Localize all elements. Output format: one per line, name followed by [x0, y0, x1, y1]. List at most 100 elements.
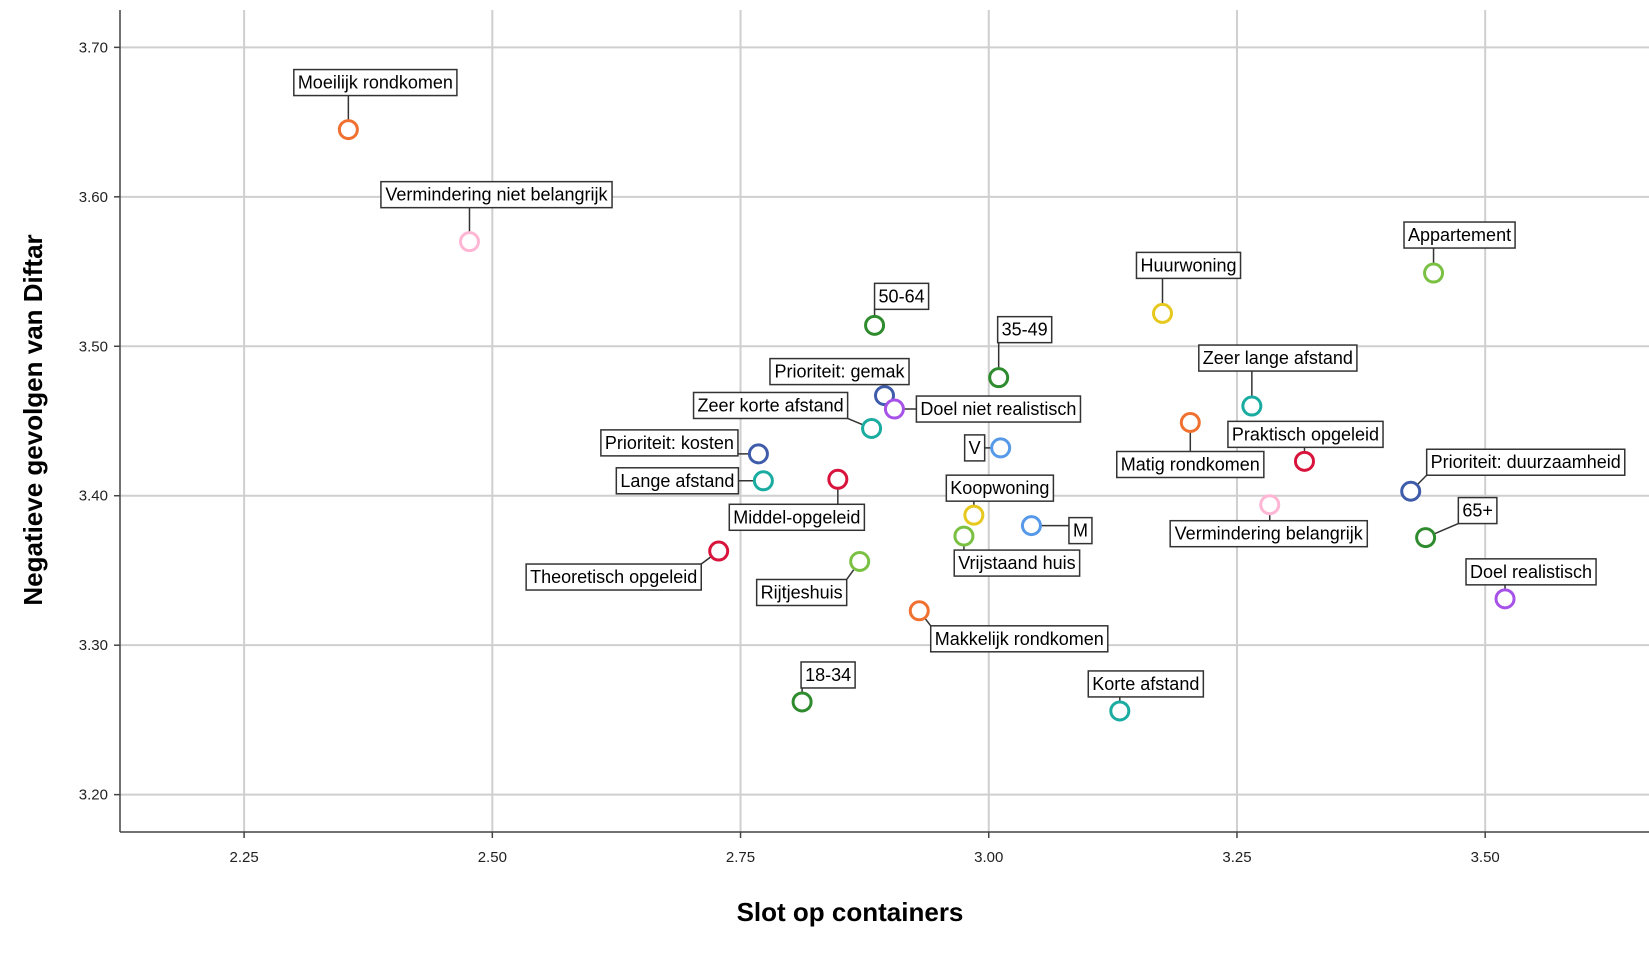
x-tick-label: 2.50: [478, 849, 507, 866]
x-axis-title: Slot op containers: [737, 897, 964, 927]
point-label: Prioriteit: duurzaamheid: [1431, 452, 1621, 472]
point-label-box: [1457, 496, 1498, 525]
scatter-point: [1423, 262, 1445, 284]
point-label-box: [1087, 670, 1205, 698]
scatter-point: [1241, 395, 1263, 417]
point-labels: Moeilijk rondkomen Vermindering niet bela…: [293, 68, 1626, 698]
tick-labels: 2.25 2.50 2.75 3.00 3.25 3.50 3.20 3.30 3.40 3.50…: [79, 39, 1500, 866]
point-label: Makkelijk rondkomen: [935, 629, 1104, 649]
grid: [120, 10, 1649, 832]
point-label-box: [1465, 558, 1597, 586]
point-label-box: [915, 395, 1082, 423]
point-label-box: [1198, 344, 1358, 372]
scatter-point: [864, 314, 886, 336]
point-label: Lange afstand: [620, 471, 734, 491]
point-label: Praktisch opgeleid: [1232, 424, 1379, 444]
scatter-point: [337, 119, 359, 141]
scatter-point: [988, 367, 1010, 389]
point-label-box: [600, 429, 739, 457]
point-label-box: [929, 625, 1109, 653]
point-label-box: [1116, 450, 1265, 479]
y-tick-label: 3.40: [79, 488, 108, 505]
point-label-box: [1068, 516, 1093, 545]
scatter-point: [861, 417, 883, 439]
point-label: V: [969, 438, 981, 458]
point-label: Prioriteit: gemak: [774, 362, 905, 382]
y-axis-title: Negatieve gevolgen van Diftar: [18, 234, 48, 605]
scatter-point: [1109, 700, 1131, 722]
point-label-box: [1227, 420, 1384, 449]
scatter-point: [708, 540, 730, 562]
point-label: Zeer korte afstand: [698, 395, 844, 415]
scatter-point: [827, 468, 849, 490]
point-label-box: [945, 474, 1055, 502]
x-tick-label: 2.75: [726, 849, 755, 866]
point-label-box: [525, 563, 702, 591]
point-label: Zeer lange afstand: [1203, 348, 1353, 368]
point-label: Huurwoning: [1140, 255, 1236, 275]
point-label: Korte afstand: [1092, 674, 1199, 694]
scatter-point: [458, 231, 480, 253]
point-label-box: [996, 315, 1053, 344]
point-label: Vermindering niet belangrijk: [385, 185, 608, 205]
scatter-point: [1415, 527, 1437, 549]
point-label-box: [293, 68, 458, 97]
point-label-box: [769, 357, 910, 386]
point-label: Middel-opgeleid: [733, 507, 860, 527]
x-tick-label: 3.00: [974, 849, 1003, 866]
point-label: Matig rondkomen: [1121, 454, 1260, 474]
y-tick-label: 3.70: [79, 39, 108, 56]
point-label: Moeilijk rondkomen: [298, 73, 453, 93]
point-label-box: [728, 503, 866, 532]
x-tick-label: 2.25: [230, 849, 259, 866]
point-label: 65+: [1462, 501, 1493, 521]
x-tick-label: 3.50: [1471, 849, 1500, 866]
data-points: [337, 119, 1516, 722]
axes: [114, 10, 1649, 838]
point-label-box: [755, 578, 848, 607]
point-label: Vrijstaand huis: [958, 553, 1075, 573]
point-label-box: [1135, 251, 1242, 280]
scatter-point: [791, 691, 813, 713]
point-label: 50-64: [879, 286, 925, 306]
y-tick-label: 3.30: [79, 637, 108, 654]
scatter-point: [1293, 450, 1315, 472]
point-label-box: [1403, 221, 1516, 249]
scatter-point: [747, 443, 769, 465]
scatter-point: [908, 600, 930, 622]
point-label: Vermindering belangrijk: [1175, 524, 1364, 544]
scatter-point: [990, 437, 1012, 459]
point-label: Doel niet realistisch: [920, 399, 1076, 419]
point-label: Appartement: [1408, 225, 1511, 245]
scatter-point: [1020, 515, 1042, 537]
point-label-box: [953, 549, 1081, 577]
scatter-point: [1400, 480, 1422, 502]
point-label-box: [1169, 519, 1369, 548]
point-label: Theoretisch opgeleid: [530, 567, 697, 587]
scatter-point: [963, 504, 985, 526]
point-label-box: [963, 434, 986, 462]
scatter-point: [1259, 494, 1281, 516]
point-label: 35-49: [1002, 320, 1048, 340]
point-label-box: [692, 391, 849, 420]
scatter-point: [752, 470, 774, 492]
x-tick-label: 3.25: [1222, 849, 1251, 866]
y-tick-label: 3.60: [79, 189, 108, 206]
scatter-point: [953, 525, 975, 547]
point-label-box: [1425, 448, 1626, 476]
point-label-box: [873, 282, 930, 311]
scatter-point: [1494, 588, 1516, 610]
point-label: Koopwoning: [950, 478, 1049, 498]
y-tick-label: 3.50: [79, 338, 108, 355]
point-label: Prioriteit: kosten: [605, 433, 734, 453]
point-label-box: [380, 180, 613, 209]
point-label-box: [800, 661, 856, 689]
scatter-point: [849, 550, 871, 572]
scatter-point: [883, 398, 905, 420]
point-label: Doel realistisch: [1470, 562, 1592, 582]
scatter-point: [1152, 302, 1173, 324]
point-label: 18-34: [805, 665, 851, 685]
point-label: M: [1073, 521, 1088, 541]
